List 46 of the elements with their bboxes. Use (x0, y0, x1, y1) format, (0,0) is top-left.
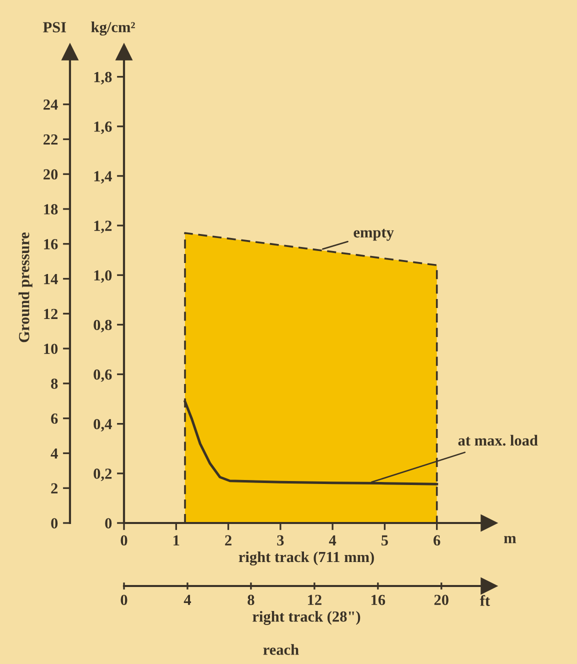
y2-tick-label: 16 (44, 239, 58, 250)
y2-tick-label: 12 (44, 308, 58, 319)
x-tick-label: 4 (328, 535, 336, 546)
y2-tick-label: 22 (44, 134, 58, 145)
x2-tick-label: 0 (120, 594, 128, 606)
y2-tick-label: 20 (44, 169, 58, 180)
text: ft (480, 595, 490, 606)
annotation: empty (354, 228, 394, 241)
x2-tick-label: 20 (434, 594, 448, 606)
y2-tick-label: 6 (51, 414, 58, 424)
x-tick-label: 6 (434, 535, 440, 546)
y-tick-label: 1,2 (94, 220, 112, 234)
y-tick-label: 1,6 (94, 122, 112, 134)
x-tick-label: 5 (382, 535, 388, 546)
x-axis-title: right track (711 mm) (238, 551, 374, 566)
y2-tick-label: 18 (44, 204, 58, 214)
x2-tick-label: 8 (248, 594, 254, 606)
x-tick-label: 1 (174, 535, 180, 546)
y-tick-label: 1,0 (94, 270, 112, 283)
y2-tick-label: 4 (50, 448, 58, 459)
y-tick-label: 0,2 (94, 468, 112, 482)
y-tick-label: 1,4 (94, 171, 112, 184)
x2-tick-label: 16 (372, 594, 386, 606)
y2-tick-label: 8 (51, 378, 58, 389)
y-tick-label: 0,8 (94, 320, 112, 332)
y2-tick-label: 14 (44, 274, 58, 284)
y2-tick-label: 24 (44, 100, 58, 110)
x-tick-label: 0 (120, 535, 128, 546)
text: m (504, 536, 516, 544)
x2-axis-title: right track (28") (252, 610, 360, 625)
y-tick-label: 0,6 (94, 369, 112, 382)
y2-tick-label: 2 (51, 483, 58, 494)
x-tick-label: 3 (277, 535, 284, 546)
annotation: at max. load (458, 434, 538, 446)
text: reach (263, 644, 299, 655)
y2-axis-title: PSI (43, 22, 66, 32)
x2-tick-label: 12 (308, 594, 322, 605)
y-axis-title: kg/cm² (91, 22, 135, 36)
x2-tick-label: 4 (184, 594, 192, 605)
x-tick-label: 2 (225, 535, 232, 546)
text: Ground pressure (18, 232, 32, 342)
y-tick-label: 0 (105, 518, 112, 528)
y-tick-label: 1,8 (94, 72, 112, 84)
y2-tick-label: 10 (44, 344, 58, 354)
y-tick-label: 0,4 (94, 418, 112, 432)
y2-tick-label: 0 (51, 518, 58, 528)
